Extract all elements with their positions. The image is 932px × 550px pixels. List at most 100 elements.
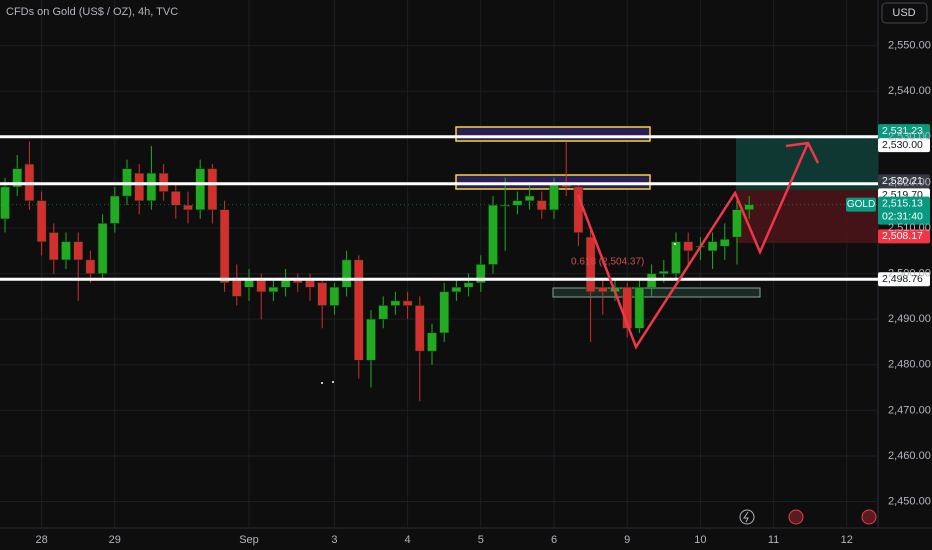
level-tag-label: 2,498.76: [882, 273, 923, 285]
candle-body: [402, 300, 413, 306]
currency-button[interactable]: [881, 2, 928, 24]
candle-body: [73, 241, 83, 261]
candle-body: [12, 168, 22, 188]
candle-body: [720, 239, 730, 247]
price-tag-box: [878, 229, 930, 244]
x-tick-label: Sep: [239, 534, 259, 546]
candle-body: [537, 200, 547, 210]
y-tick-label: 2,470.00: [888, 404, 931, 416]
x-tick-label: 5: [478, 534, 484, 546]
dot: [332, 381, 334, 383]
y-tick-label: 2,550.00: [888, 40, 931, 52]
candle-body: [427, 332, 437, 352]
x-tick-label: 6: [551, 534, 557, 546]
price-tag-label: 2,520.21: [882, 175, 923, 187]
demand-box: [552, 287, 761, 298]
event-icon[interactable]: [739, 509, 755, 525]
y-tick-label: 2,530.00: [888, 131, 931, 143]
price-tags: 2,531.232,530.002,520.212,519.702,508.17…: [846, 124, 930, 287]
candle-body: [659, 271, 669, 274]
x-tick-label: 9: [624, 534, 630, 546]
price-tag-label: 2,508.17: [882, 230, 923, 242]
symbol-box: [846, 197, 876, 212]
candle-body: [354, 259, 364, 361]
candle-body: [232, 277, 242, 297]
x-tick-label: 11: [768, 534, 779, 546]
candle-body: [573, 186, 584, 233]
candle-body: [341, 259, 352, 288]
candle-body: [329, 287, 340, 306]
candle-body: [415, 305, 425, 352]
y-tick-label: 2,490.00: [888, 313, 931, 325]
candle-body: [36, 200, 47, 242]
fib-label: 0.618 (2,504.37): [571, 257, 644, 268]
candle-body: [439, 291, 449, 334]
projection-path: [576, 142, 810, 350]
event-icon-bolt: [743, 511, 749, 523]
candle-body: [585, 236, 596, 293]
event-icon[interactable]: [861, 509, 877, 525]
candle-body: [683, 241, 693, 252]
chart-title: CFDs on Gold (US$ / OZ), 4h, TVC: [6, 6, 178, 18]
projection-arrowhead: [785, 141, 820, 164]
candle-body: [500, 204, 510, 207]
candle-body: [634, 287, 645, 329]
y-tick-label: 2,500.00: [888, 267, 931, 279]
candle-body: [744, 204, 754, 210]
candle-body: [317, 282, 327, 306]
dot: [321, 382, 323, 384]
candle-body: [134, 173, 144, 201]
candle-body: [463, 282, 474, 288]
candle-body: [707, 241, 718, 252]
level-tag-box: [878, 272, 930, 287]
y-tick-label: 2,510.00: [888, 222, 931, 234]
candle-body: [366, 318, 376, 361]
candle-body: [49, 232, 59, 261]
price-tag-box: [878, 174, 930, 189]
y-tick-label: 2,460.00: [888, 450, 931, 462]
candle-body: [488, 204, 498, 265]
supply-box: [455, 126, 651, 142]
x-tick-label: 29: [109, 534, 121, 546]
candle-body: [598, 287, 608, 293]
countdown-label: 02:31:40: [882, 210, 923, 222]
candle-body: [512, 200, 523, 206]
x-tick-label: 4: [405, 534, 411, 546]
candle-body: [451, 287, 462, 293]
candle-body: [378, 305, 388, 320]
symbol-label: GOLD: [847, 199, 875, 210]
currency-label[interactable]: USD: [892, 7, 915, 19]
x-tick-label: 3: [331, 534, 337, 546]
x-tick-label: 12: [841, 534, 853, 546]
candle-body: [476, 264, 486, 283]
candle-body: [524, 195, 535, 201]
candle-body: [549, 182, 559, 210]
last-price-box: [878, 196, 930, 225]
dot: [674, 243, 676, 245]
candle-body: [61, 241, 71, 261]
y-tick-label: 2,520.00: [888, 176, 931, 188]
price-tag-label: 2,531.23: [882, 125, 923, 137]
candle-body: [622, 287, 632, 329]
candle-body: [732, 209, 742, 238]
levels: [0, 135, 878, 281]
candle-body: [671, 241, 681, 274]
candle-body: [0, 186, 10, 220]
level-tag-label: 2,530.00: [882, 139, 923, 151]
candle-body: [207, 168, 218, 210]
candle-body: [146, 173, 157, 201]
y-tick-label: 2,540.00: [888, 85, 931, 97]
candle-body: [195, 168, 205, 210]
candle-body: [183, 204, 193, 210]
event-icon[interactable]: [788, 509, 804, 525]
candle-body: [390, 300, 401, 306]
candle-body: [110, 195, 120, 224]
candle-body: [219, 209, 230, 283]
level-tag-box: [878, 138, 930, 153]
candle-body: [97, 223, 108, 274]
candle-body: [268, 287, 279, 293]
y-tick-label: 2,450.00: [888, 495, 931, 507]
x-tick-label: 28: [35, 534, 47, 546]
